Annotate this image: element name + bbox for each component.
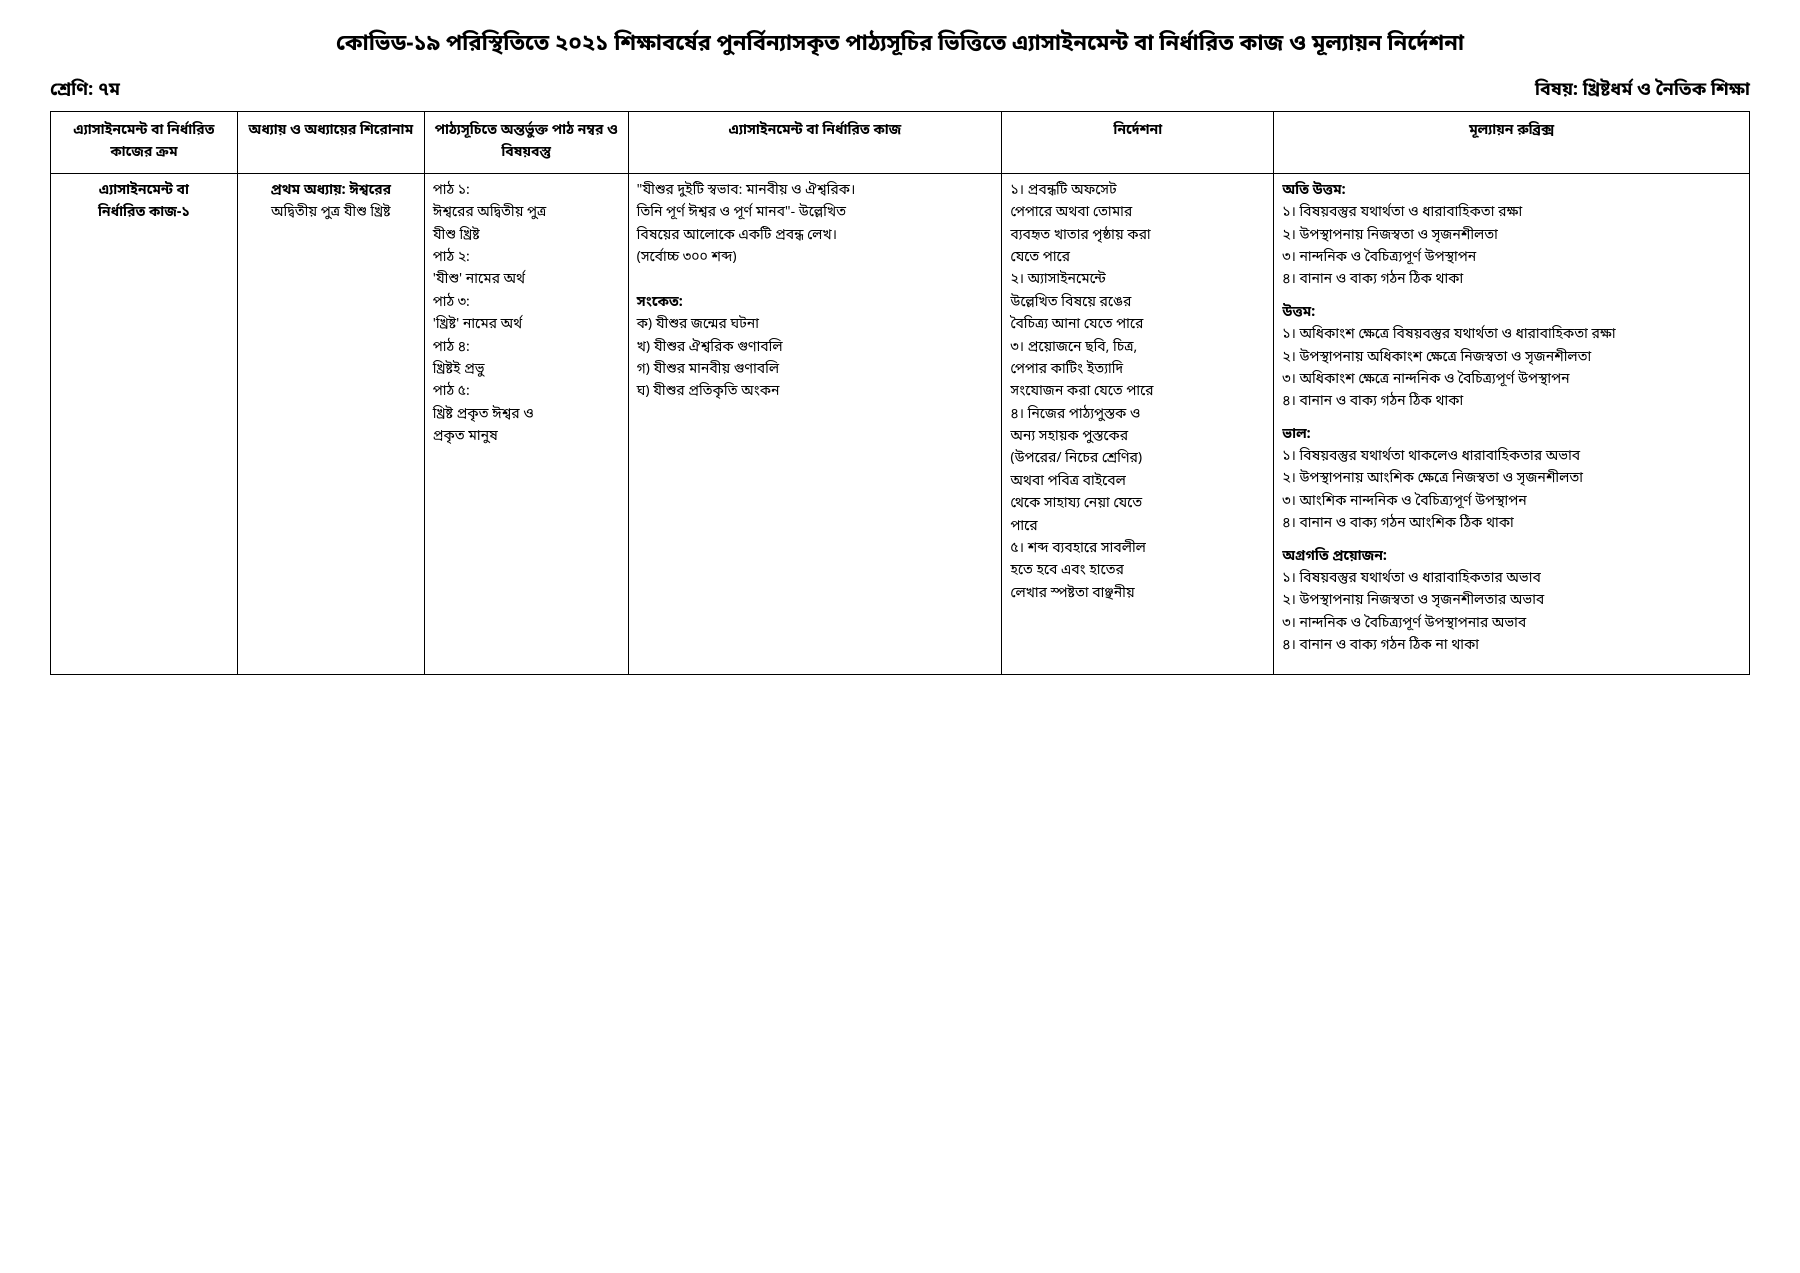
hint-title: সংকেত:: [637, 292, 994, 314]
instruction-line: হতে হবে এবং হাতের: [1010, 560, 1265, 582]
instruction-line: ৫। শব্দ ব্যবহারে সাবলীল: [1010, 538, 1265, 560]
rubric-line: ৪। বানান ও বাক্য গঠন আংশিক ঠিক থাকা: [1282, 513, 1741, 535]
assignment-table: এ্যাসাইনমেন্ট বা নির্ধারিত কাজের ক্রম অধ…: [50, 111, 1750, 675]
instruction-line: সংযোজন করা যেতে পারে: [1010, 381, 1265, 403]
lesson-line: পাঠ ৪:: [433, 337, 620, 359]
rubric-line: ৪। বানান ও বাক্য গঠন ঠিক থাকা: [1282, 391, 1741, 413]
lesson-line: খ্রিষ্ট প্রকৃত ঈশ্বর ও: [433, 404, 620, 426]
rubric-excellent: অতি উত্তম: ১। বিষয়বস্তুর যথার্থতা ও ধার…: [1282, 180, 1741, 292]
rubric-line: ১। অধিকাংশ ক্ষেত্রে বিষয়বস্তুর যথার্থতা…: [1282, 324, 1741, 346]
header-col1: এ্যাসাইনমেন্ট বা নির্ধারিত কাজের ক্রম: [51, 112, 238, 174]
instruction-line: ৩। প্রয়োজনে ছবি, চিত্র,: [1010, 337, 1265, 359]
cell-instructions: ১। প্রবন্ধটি অফসেট পেপারে অথবা তোমার ব্য…: [1002, 173, 1274, 674]
lesson-line: পাঠ ২:: [433, 247, 620, 269]
hint-line: ক) যীশুর জন্মের ঘটনা: [637, 314, 994, 336]
rubric-line: ৩। নান্দনিক ও বৈচিত্র্যপূর্ণ উপস্থাপনার …: [1282, 613, 1741, 635]
rubric-good-title: উত্তম:: [1282, 302, 1741, 324]
sub-header: শ্রেণি: ৭ম বিষয়: খ্রিষ্টধর্ম ও নৈতিক শি…: [50, 79, 1750, 103]
rubric-line: ৩। নান্দনিক ও বৈচিত্র্যপূর্ণ উপস্থাপন: [1282, 247, 1741, 269]
rubric-fair-title: ভাল:: [1282, 424, 1741, 446]
rubric-line: ২। উপস্থাপনায় অধিকাংশ ক্ষেত্রে নিজস্বতা…: [1282, 347, 1741, 369]
rubric-needs: অগ্রগতি প্রয়োজন: ১। বিষয়বস্তুর যথার্থত…: [1282, 546, 1741, 658]
rubric-line: ২। উপস্থাপনায় নিজস্বতা ও সৃজনশীলতার অভা…: [1282, 590, 1741, 612]
instruction-line: (উপরের/ নিচের শ্রেণির): [1010, 448, 1265, 470]
assignment-no-line1: এ্যাসাইনমেন্ট বা: [59, 180, 229, 202]
instruction-line: অন্য সহায়ক পুস্তকের: [1010, 426, 1265, 448]
lesson-line: ঈশ্বরের অদ্বিতীয় পুত্র: [433, 202, 620, 224]
cell-assignment-no: এ্যাসাইনমেন্ট বা নির্ধারিত কাজ-১: [51, 173, 238, 674]
instruction-line: ৪। নিজের পাঠ্যপুস্তক ও: [1010, 404, 1265, 426]
lesson-line: খ্রিষ্টই প্রভু: [433, 359, 620, 381]
table-row: এ্যাসাইনমেন্ট বা নির্ধারিত কাজ-১ প্রথম অ…: [51, 173, 1750, 674]
header-col2: অধ্যায় ও অধ্যায়ের শিরোনাম: [237, 112, 424, 174]
rubric-line: ৩। আংশিক নান্দনিক ও বৈচিত্র্যপূর্ণ উপস্থ…: [1282, 491, 1741, 513]
rubric-line: ৩। অধিকাংশ ক্ষেত্রে নান্দনিক ও বৈচিত্র্য…: [1282, 369, 1741, 391]
lesson-line: প্রকৃত মানুষ: [433, 426, 620, 448]
cell-task: "যীশুর দুইটি স্বভাব: মানবীয় ও ঐশ্বরিক। …: [628, 173, 1002, 674]
header-col3: পাঠ্যসূচিতে অন্তর্ভুক্ত পাঠ নম্বর ও বিষয…: [424, 112, 628, 174]
instruction-line: অথবা পবিত্র বাইবেল: [1010, 471, 1265, 493]
lesson-line: পাঠ ৫:: [433, 381, 620, 403]
rubric-line: ২। উপস্থাপনায় নিজস্বতা ও সৃজনশীলতা: [1282, 225, 1741, 247]
rubric-excellent-title: অতি উত্তম:: [1282, 180, 1741, 202]
hint-line: ঘ) যীশুর প্রতিকৃতি অংকন: [637, 381, 994, 403]
rubric-fair: ভাল: ১। বিষয়বস্তুর যথার্থতা থাকলেও ধারা…: [1282, 424, 1741, 536]
instruction-line: ১। প্রবন্ধটি অফসেট: [1010, 180, 1265, 202]
header-col5: নির্দেশনা: [1002, 112, 1274, 174]
cell-rubric: অতি উত্তম: ১। বিষয়বস্তুর যথার্থতা ও ধার…: [1274, 173, 1750, 674]
instruction-line: পেপারে অথবা তোমার: [1010, 202, 1265, 224]
task-line: তিনি পূর্ণ ঈশ্বর ও পূর্ণ মানব"- উল্লেখিত: [637, 202, 994, 224]
rubric-line: ১। বিষয়বস্তুর যথার্থতা থাকলেও ধারাবাহিক…: [1282, 446, 1741, 468]
assignment-no-line2: নির্ধারিত কাজ-১: [59, 202, 229, 224]
hint-line: গ) যীশুর মানবীয় গুণাবলি: [637, 359, 994, 381]
task-line: (সর্বোচ্চ ৩০০ শব্দ): [637, 247, 994, 269]
rubric-needs-title: অগ্রগতি প্রয়োজন:: [1282, 546, 1741, 568]
cell-lessons: পাঠ ১: ঈশ্বরের অদ্বিতীয় পুত্র যীশু খ্রি…: [424, 173, 628, 674]
task-line: "যীশুর দুইটি স্বভাব: মানবীয় ও ঐশ্বরিক।: [637, 180, 994, 202]
class-label: শ্রেণি: ৭ম: [50, 79, 120, 103]
hint-line: খ) যীশুর ঐশ্বরিক গুণাবলি: [637, 337, 994, 359]
instruction-line: ২। অ্যাসাইনমেন্টে: [1010, 269, 1265, 291]
instruction-line: থেকে সাহায্য নেয়া যেতে: [1010, 493, 1265, 515]
instruction-line: পারে: [1010, 516, 1265, 538]
lesson-line: যীশু খ্রিষ্ট: [433, 225, 620, 247]
header-col6: মূল্যায়ন রুব্রিক্স: [1274, 112, 1750, 174]
lesson-line: 'খ্রিষ্ট' নামের অর্থ: [433, 314, 620, 336]
subject-label: বিষয়: খ্রিষ্টধর্ম ও নৈতিক শিক্ষা: [1535, 79, 1750, 103]
rubric-line: ১। বিষয়বস্তুর যথার্থতা ও ধারাবাহিকতা রক…: [1282, 202, 1741, 224]
instruction-line: বৈচিত্র্য আনা যেতে পারে: [1010, 314, 1265, 336]
rubric-line: ৪। বানান ও বাক্য গঠন ঠিক না থাকা: [1282, 635, 1741, 657]
instruction-line: উল্লেখিত বিষয়ে রঙের: [1010, 292, 1265, 314]
instruction-line: লেখার স্পষ্টতা বাঞ্ছনীয়: [1010, 583, 1265, 605]
task-line: বিষয়ের আলোকে একটি প্রবন্ধ লেখ।: [637, 225, 994, 247]
rubric-line: ২। উপস্থাপনায় আংশিক ক্ষেত্রে নিজস্বতা ও…: [1282, 468, 1741, 490]
lesson-line: 'যীশু' নামের অর্থ: [433, 269, 620, 291]
instruction-line: পেপার কাটিং ইত্যাদি: [1010, 359, 1265, 381]
main-title: কোভিড-১৯ পরিস্থিতিতে ২০২১ শিক্ষাবর্ষের প…: [50, 30, 1750, 59]
lesson-line: পাঠ ১:: [433, 180, 620, 202]
rubric-line: ১। বিষয়বস্তুর যথার্থতা ও ধারাবাহিকতার অ…: [1282, 568, 1741, 590]
header-col4: এ্যাসাইনমেন্ট বা নির্ধারিত কাজ: [628, 112, 1002, 174]
table-header-row: এ্যাসাইনমেন্ট বা নির্ধারিত কাজের ক্রম অধ…: [51, 112, 1750, 174]
cell-chapter: প্রথম অধ্যায়: ঈশ্বরের অদ্বিতীয় পুত্র য…: [237, 173, 424, 674]
chapter-line1: প্রথম অধ্যায়: ঈশ্বরের: [246, 180, 416, 202]
rubric-line: ৪। বানান ও বাক্য গঠন ঠিক থাকা: [1282, 269, 1741, 291]
rubric-good: উত্তম: ১। অধিকাংশ ক্ষেত্রে বিষয়বস্তুর য…: [1282, 302, 1741, 414]
chapter-line2: অদ্বিতীয় পুত্র যীশু খ্রিষ্ট: [246, 202, 416, 224]
instruction-line: যেতে পারে: [1010, 247, 1265, 269]
lesson-line: পাঠ ৩:: [433, 292, 620, 314]
instruction-line: ব্যবহৃত খাতার পৃষ্ঠায় করা: [1010, 225, 1265, 247]
